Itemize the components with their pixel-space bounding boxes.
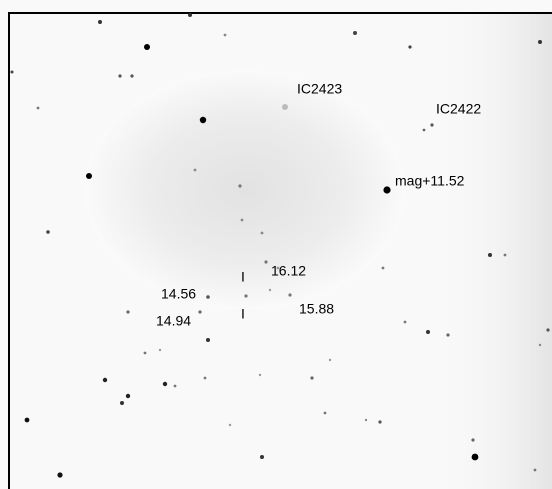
star (261, 232, 264, 235)
star (504, 254, 507, 257)
star (126, 394, 130, 398)
star (446, 333, 449, 336)
star (163, 382, 167, 386)
star (329, 359, 331, 361)
star (471, 438, 474, 441)
nebula (85, 70, 405, 310)
star (37, 107, 40, 110)
star (430, 123, 433, 126)
star (282, 104, 288, 110)
star (229, 424, 231, 426)
star (408, 45, 411, 48)
star (25, 418, 30, 423)
marker: I (241, 306, 245, 322)
star (269, 289, 271, 291)
star-label: mag+11.52 (395, 173, 465, 189)
star (241, 219, 244, 222)
star (353, 31, 357, 35)
star (206, 338, 210, 342)
star (224, 34, 227, 37)
magnitude-label: 15.88 (299, 301, 334, 317)
star (204, 377, 207, 380)
star (244, 294, 247, 297)
star (539, 344, 541, 346)
star (206, 295, 210, 299)
star (365, 419, 367, 421)
star (426, 330, 430, 334)
star (98, 20, 102, 24)
star (144, 352, 147, 355)
star (383, 186, 390, 193)
star (200, 117, 206, 123)
star (57, 472, 62, 477)
star (423, 129, 426, 132)
magnitude-label: 14.94 (156, 313, 191, 329)
star (159, 349, 161, 351)
star (46, 230, 50, 234)
star (130, 74, 133, 77)
star (264, 260, 267, 263)
star (144, 44, 150, 50)
star (126, 310, 129, 313)
page: IC2423 IC2422 mag+11.52 16.12 14.56 14.9… (0, 0, 552, 489)
star (488, 253, 492, 257)
star (238, 184, 241, 187)
star (534, 469, 537, 472)
star (546, 328, 549, 331)
object-label: IC2422 (436, 101, 481, 117)
star (174, 385, 177, 388)
star-field: IC2423 IC2422 mag+11.52 16.12 14.56 14.9… (0, 0, 552, 489)
star (404, 321, 407, 324)
edge-glow (430, 12, 552, 489)
star (538, 40, 542, 44)
star (198, 310, 201, 313)
star (11, 71, 14, 74)
star (120, 401, 124, 405)
star (288, 293, 291, 296)
star (382, 267, 385, 270)
star (472, 454, 479, 461)
star (86, 173, 92, 179)
magnitude-label: 16.12 (271, 263, 306, 279)
star (378, 420, 381, 423)
star (259, 374, 261, 376)
star (194, 169, 197, 172)
star (103, 378, 107, 382)
star (324, 412, 327, 415)
object-label: IC2423 (297, 81, 342, 97)
star (260, 455, 264, 459)
star (188, 13, 192, 17)
star (310, 376, 313, 379)
magnitude-label: 14.56 (161, 286, 196, 302)
star (118, 74, 121, 77)
marker: I (241, 269, 245, 285)
